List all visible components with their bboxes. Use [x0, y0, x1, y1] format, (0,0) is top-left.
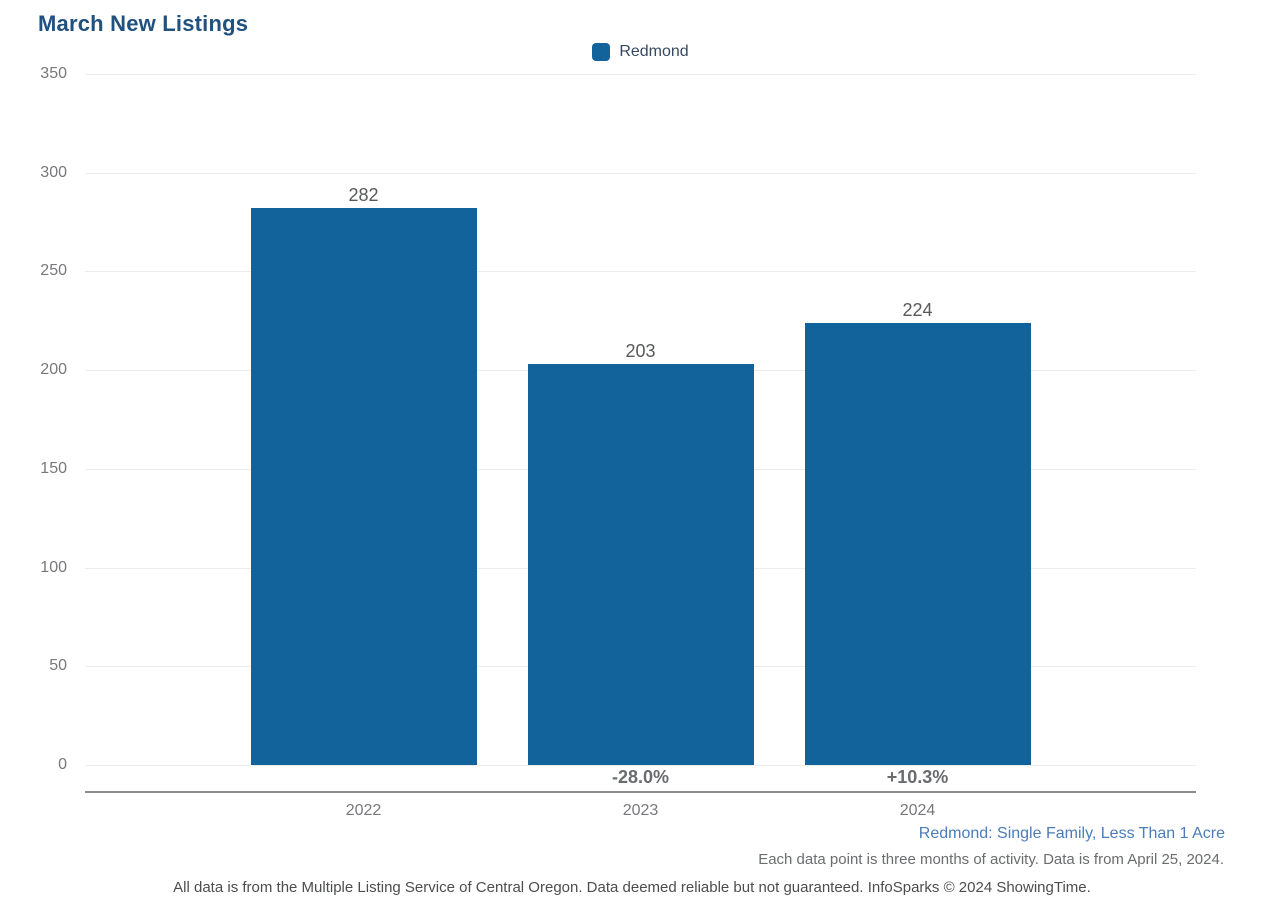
y-tick-label: 350	[40, 65, 67, 82]
bar-value-label: 224	[902, 300, 933, 320]
y-tick-label: 0	[58, 756, 67, 773]
gridline	[85, 765, 1196, 766]
percent-change-label: -28.0%	[611, 767, 670, 787]
x-axis-line	[85, 791, 1196, 793]
bar-2024[interactable]	[804, 323, 1031, 765]
legend[interactable]: Redmond	[85, 41, 1196, 63]
x-tick-label: 2022	[345, 802, 382, 819]
percent-change-row: -28.0% +10.3%	[85, 765, 1196, 790]
y-axis-labels: 350 300 250 200 150 100 50 0	[0, 65, 76, 773]
plot-area: 282 203 224	[85, 74, 1196, 766]
x-axis-labels: 2022 2023 2024	[85, 801, 1196, 821]
gridline	[85, 271, 1196, 273]
disclaimer-caption: All data is from the Multiple Listing Se…	[173, 879, 1091, 896]
chart-title: March New Listings	[38, 11, 249, 36]
y-tick-label: 200	[40, 361, 67, 379]
y-tick-label: 250	[40, 262, 67, 280]
bar-2022[interactable]	[250, 208, 477, 765]
bar-column: 203	[527, 341, 754, 765]
legend-swatch-icon	[592, 43, 611, 61]
gridline	[85, 172, 1196, 174]
y-tick-label: 300	[40, 163, 67, 181]
x-tick-label: 2023	[622, 802, 659, 819]
bar-value-label: 282	[348, 185, 379, 205]
y-tick-label: 50	[49, 657, 67, 675]
bar-column: 224	[804, 300, 1031, 765]
legend-label: Redmond	[619, 43, 689, 60]
percent-change-label	[251, 765, 477, 790]
data-note-caption: Each data point is three months of activ…	[758, 851, 1224, 868]
x-tick-label: 2024	[899, 802, 936, 819]
bars-row: 282 203 224	[85, 185, 1196, 765]
gridline	[85, 74, 1196, 75]
y-tick-label: 100	[40, 558, 67, 576]
y-tick-label: 150	[40, 459, 67, 477]
segment-caption: Redmond: Single Family, Less Than 1 Acre	[918, 825, 1225, 842]
bar-2023[interactable]	[527, 364, 754, 765]
percent-change-label: +10.3%	[886, 767, 949, 787]
bar-column: 282	[250, 185, 477, 765]
bar-value-label: 203	[625, 341, 656, 361]
